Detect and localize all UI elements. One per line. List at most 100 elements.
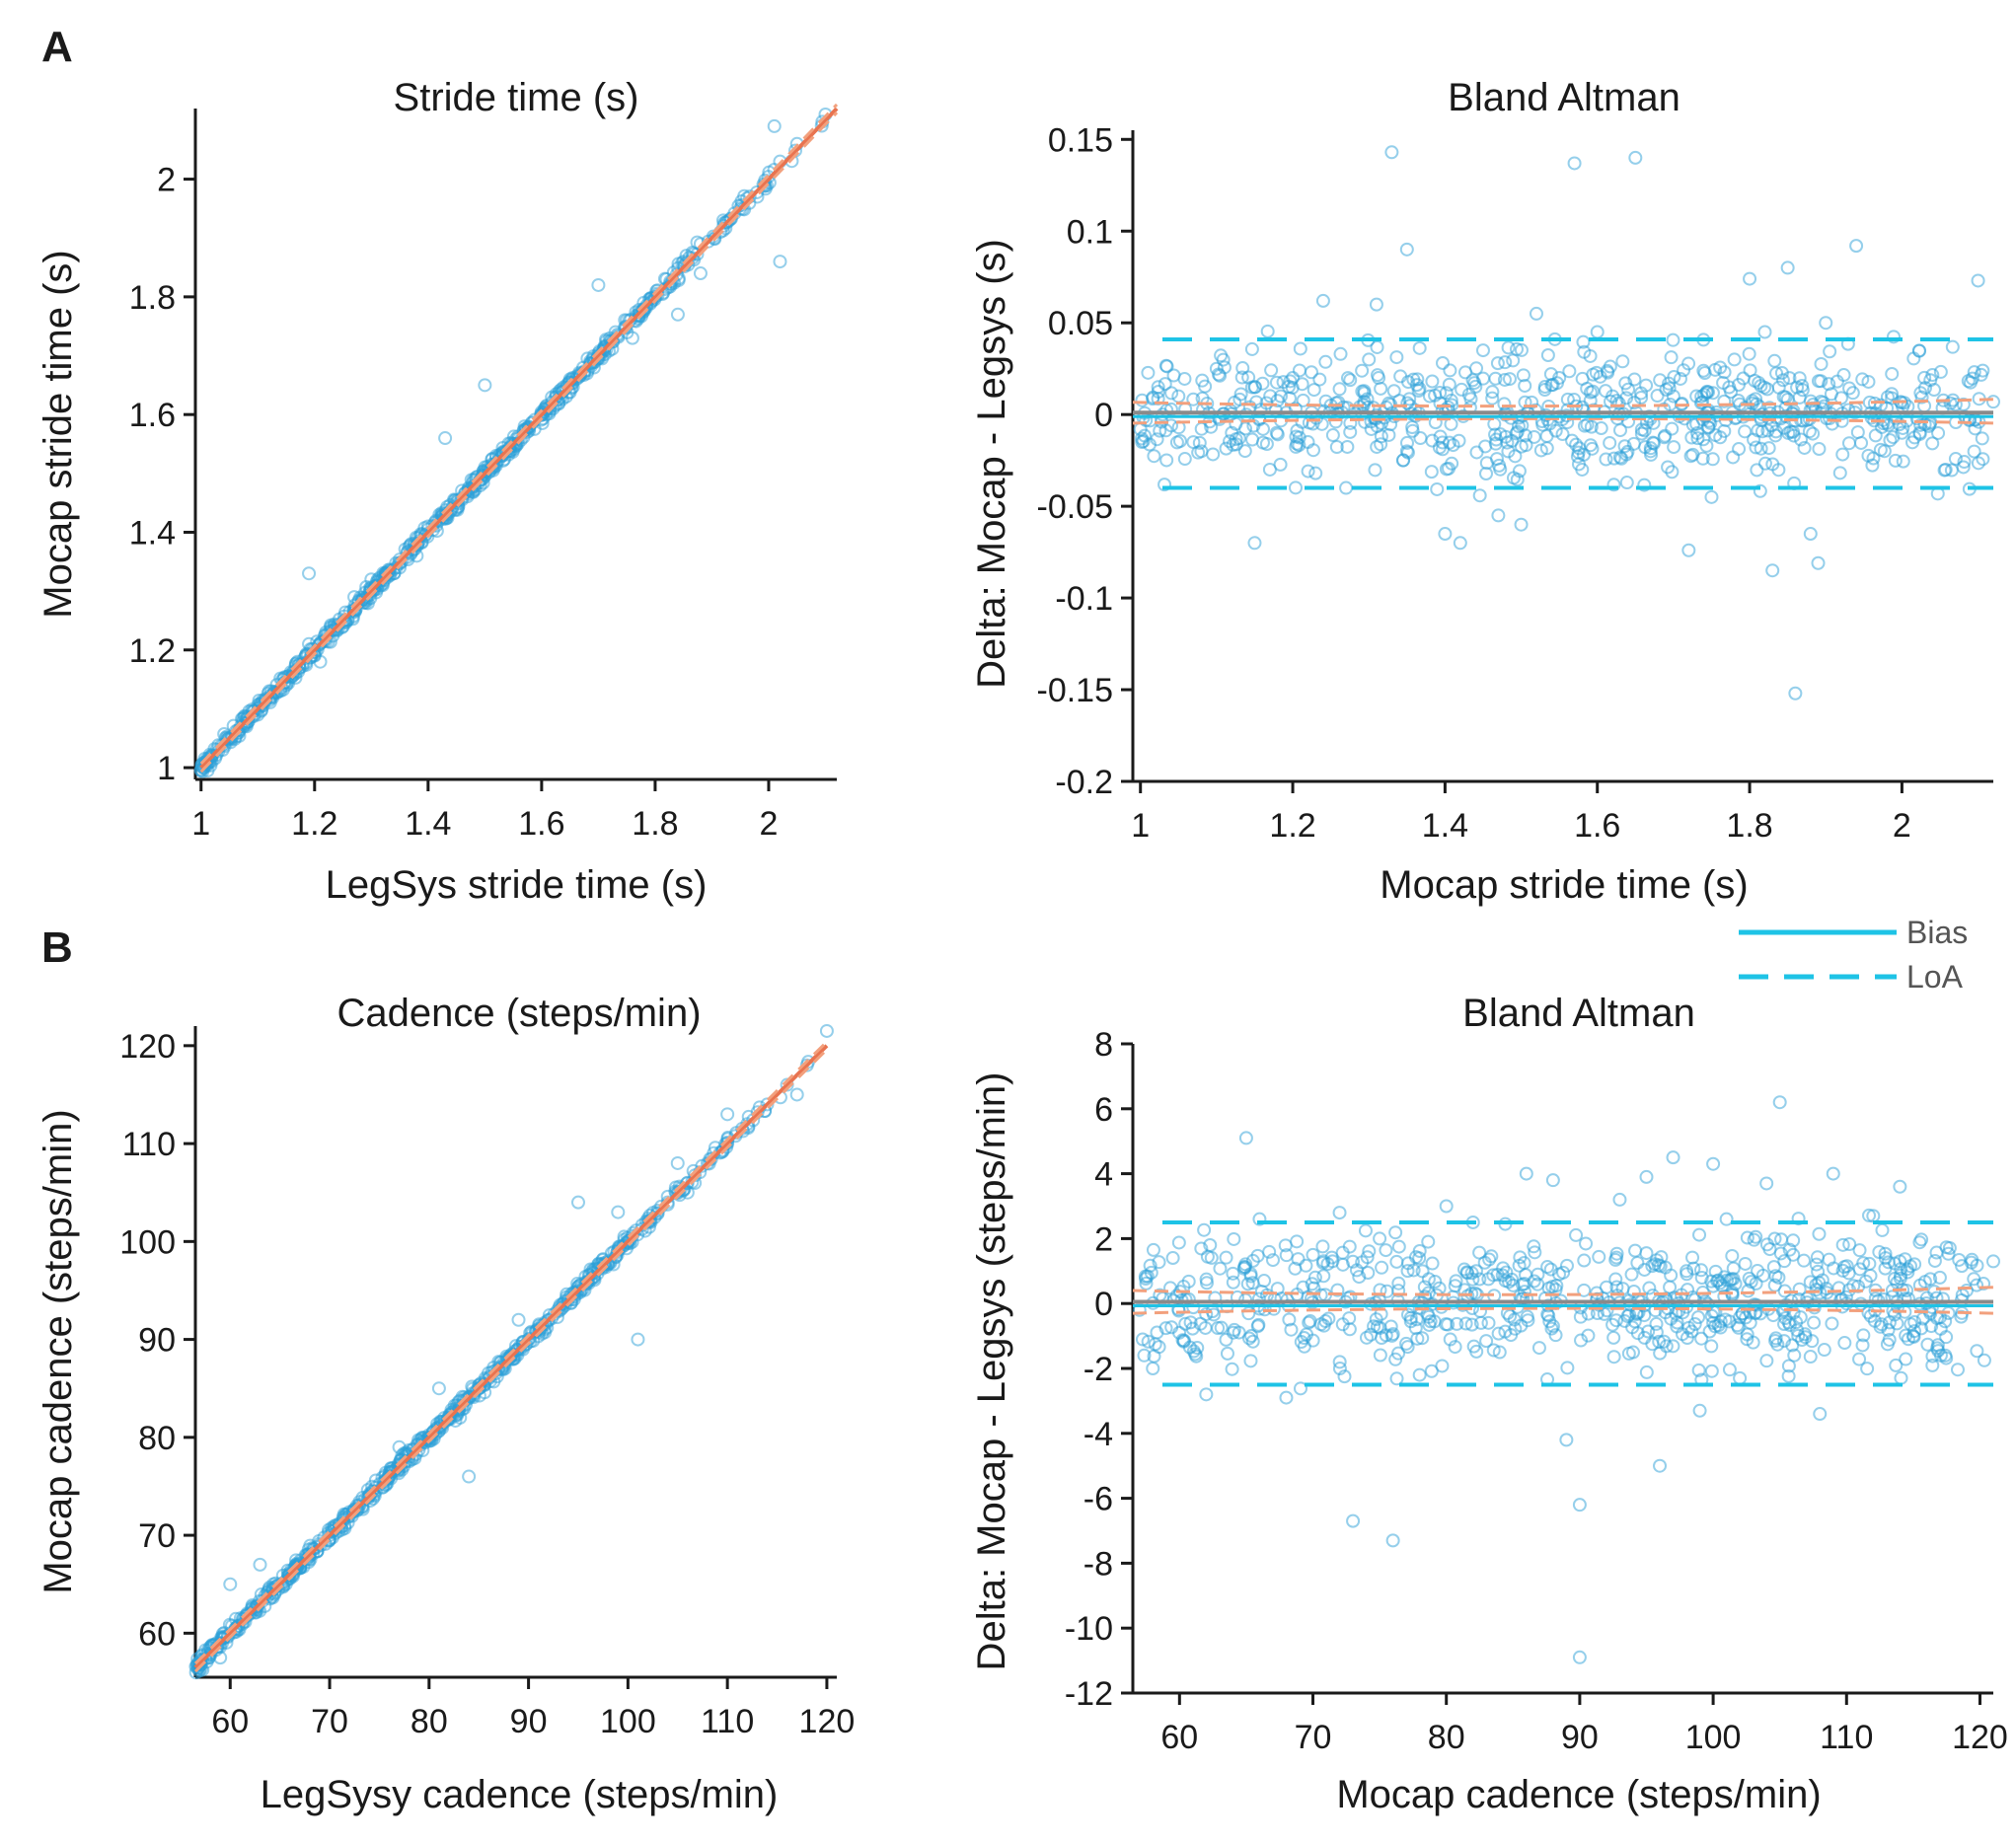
data-point	[1177, 452, 1192, 467]
data-point	[1615, 354, 1630, 369]
data-point	[1219, 1332, 1233, 1347]
data-point	[1685, 1250, 1700, 1265]
x-tick-label: 1.8	[1726, 807, 1772, 845]
data-point	[1862, 1208, 1877, 1222]
data-point	[1409, 378, 1424, 393]
y-tick-label: 0	[1094, 1286, 1113, 1323]
data-point	[1767, 1231, 1782, 1246]
data-point	[1388, 1225, 1403, 1240]
data-point	[1757, 325, 1772, 339]
data-point	[1860, 1362, 1875, 1376]
x-tick-label: 60	[211, 1703, 249, 1740]
data-point	[1375, 1260, 1389, 1275]
data-point	[1924, 1319, 1939, 1334]
y-tick-label: -4	[1083, 1416, 1113, 1453]
y-tick-label: -0.2	[1055, 764, 1113, 801]
data-point	[1412, 1367, 1427, 1382]
data-point	[313, 654, 328, 669]
data-point	[1537, 383, 1552, 398]
data-point	[1790, 1323, 1805, 1338]
data-point	[1819, 316, 1833, 331]
data-point	[1408, 1321, 1423, 1336]
data-point	[1296, 393, 1310, 407]
data-point	[1335, 1317, 1350, 1332]
data-point	[1701, 419, 1716, 434]
data-point	[1885, 366, 1900, 381]
data-point	[1630, 1326, 1645, 1341]
data-point	[1223, 434, 1237, 449]
data-point	[1330, 1283, 1345, 1297]
confidence-band	[199, 111, 839, 774]
data-point	[1362, 1244, 1377, 1259]
data-point	[1542, 1314, 1557, 1329]
data-point	[1153, 423, 1167, 438]
data-point	[1976, 452, 1990, 467]
data-point	[1481, 1272, 1496, 1287]
x-tick-label: 80	[1428, 1719, 1465, 1756]
data-point	[1811, 1264, 1826, 1279]
data-point	[611, 1205, 626, 1219]
data-point	[1865, 458, 1880, 473]
x-tick-label: 120	[799, 1703, 856, 1740]
y-tick-label: 1.6	[129, 397, 176, 434]
data-point	[1929, 1291, 1944, 1305]
data-point	[1759, 1176, 1774, 1191]
data-point	[1225, 425, 1239, 440]
data-point	[1986, 395, 2000, 409]
data-point	[1754, 379, 1768, 394]
data-point	[1520, 1309, 1534, 1324]
data-point	[1427, 1314, 1442, 1329]
data-point	[1701, 385, 1716, 400]
data-point	[1545, 1173, 1560, 1188]
data-point	[1878, 1246, 1893, 1261]
data-point	[1528, 1245, 1542, 1260]
data-point	[1548, 1328, 1563, 1343]
y-tick-label: 0	[1094, 397, 1113, 434]
data-point	[1313, 1317, 1328, 1332]
data-point	[1400, 1264, 1415, 1279]
data-point	[1245, 432, 1260, 447]
data-point	[1421, 1272, 1436, 1287]
data-point	[1166, 368, 1181, 383]
data-point	[1577, 418, 1592, 433]
data-point	[670, 307, 685, 322]
data-point	[1572, 1498, 1587, 1512]
data-point	[1967, 365, 1981, 380]
data-point	[1464, 1317, 1479, 1332]
data-point	[1888, 453, 1903, 468]
data-point	[1824, 387, 1838, 402]
data-point	[1379, 1243, 1393, 1258]
panel-letter-a: A	[41, 23, 73, 71]
data-point	[1516, 368, 1531, 383]
x-axis-label: Mocap cadence (steps/min)	[1336, 1773, 1821, 1816]
x-tick-label: 2	[760, 805, 779, 843]
data-point	[1835, 447, 1850, 462]
y-tick-label: 4	[1094, 1156, 1113, 1194]
y-tick-label: 60	[138, 1615, 176, 1653]
y-tick-label: 1.2	[129, 632, 176, 670]
data-point	[1599, 452, 1613, 467]
data-point	[1491, 508, 1506, 523]
data-point	[1355, 363, 1370, 378]
data-point	[1811, 555, 1826, 570]
data-point	[1690, 431, 1705, 446]
data-point	[1786, 428, 1801, 443]
data-point	[431, 1381, 446, 1396]
data-point	[1878, 1261, 1893, 1276]
data-point	[1194, 444, 1209, 459]
x-tick-label: 1.2	[291, 805, 337, 843]
x-tick-label: 1.8	[632, 805, 678, 843]
data-point	[1443, 363, 1457, 378]
data-point	[1283, 374, 1298, 389]
data-point	[1917, 370, 1932, 385]
data-point	[1552, 370, 1567, 385]
data-point	[1369, 297, 1383, 312]
data-point	[1776, 390, 1791, 405]
data-point	[1725, 1249, 1740, 1264]
data-point	[1814, 356, 1829, 371]
data-point	[1505, 433, 1520, 448]
data-point	[1443, 1332, 1457, 1347]
data-point	[1567, 156, 1582, 171]
y-tick-label: 100	[119, 1223, 176, 1261]
data-point	[1288, 480, 1303, 495]
